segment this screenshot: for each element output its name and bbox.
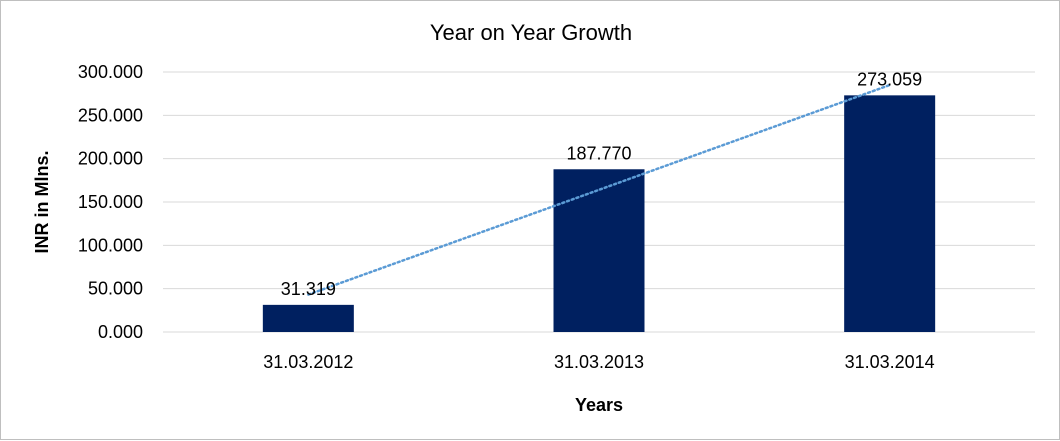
trendline (307, 83, 891, 296)
x-axis-title: Years (575, 395, 623, 415)
y-tick-label: 200.000 (78, 149, 143, 169)
data-labels: 31.319 187.770 273.059 (281, 69, 922, 299)
bar (262, 304, 354, 332)
y-tick-label: 50.000 (88, 279, 143, 299)
bar (844, 95, 936, 332)
data-label: 273.059 (857, 69, 922, 89)
data-label: 187.770 (566, 143, 631, 163)
y-tick-label: 300.000 (78, 62, 143, 82)
x-tick-label: 31.03.2012 (263, 352, 353, 372)
y-tick-label: 250.000 (78, 105, 143, 125)
chart-title: Year on Year Growth (430, 20, 632, 45)
y-axis-ticks: 0.000 50.000 100.000 150.000 200.000 250.000 3… (78, 62, 143, 342)
y-tick-label: 150.000 (78, 192, 143, 212)
y-tick-label: 100.000 (78, 235, 143, 255)
data-label: 31.319 (281, 279, 336, 299)
x-tick-label: 31.03.2013 (554, 352, 644, 372)
y-tick-label: 0.000 (98, 322, 143, 342)
trendline-group (307, 83, 891, 296)
bars (262, 95, 936, 332)
x-axis-ticks: 31.03.2012 31.03.2013 31.03.2014 (263, 352, 934, 372)
y-axis-title: INR in Mlns. (32, 151, 52, 254)
x-tick-label: 31.03.2014 (845, 352, 935, 372)
bar (553, 169, 645, 332)
